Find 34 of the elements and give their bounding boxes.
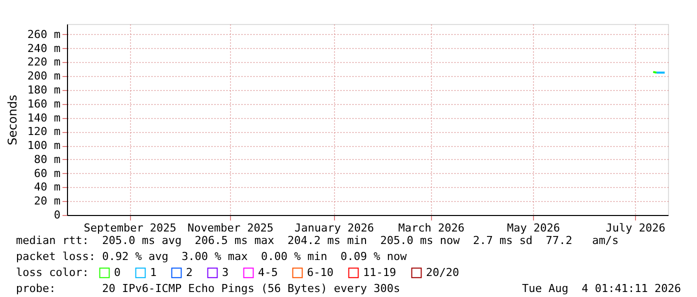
legend-label: 4-5	[258, 266, 278, 279]
y-tick-label: 120 m	[27, 125, 61, 138]
y-tick-label: 20 m	[34, 194, 61, 208]
text: packet loss: 0.92 % avg 3.00 % max 0.00 % min 0.09 % now	[16, 250, 408, 263]
y-tick-label: 220 m	[27, 56, 61, 69]
legend-label: 20/20	[426, 266, 460, 279]
y-tick-label: 140 m	[27, 111, 61, 124]
x-tick-label: November 2025	[187, 222, 274, 234]
text: probe: 20 IPv6-ICMP Echo Pings (56 Bytes) every 300s	[16, 282, 400, 295]
legend-label: 2	[186, 266, 193, 279]
y-tick-label: 80 m	[34, 152, 61, 166]
x-tick-label: July 2026	[606, 222, 666, 234]
text: Tue Aug 4 01:41:11 2026	[522, 282, 681, 295]
y-tick-label: 0	[54, 208, 60, 222]
x-tick-label: September 2025	[84, 222, 176, 234]
y-tick-label: 160 m	[27, 97, 61, 110]
legend-title: loss color:	[16, 266, 89, 279]
y-tick-label: 100 m	[27, 139, 61, 152]
y-tick-label: 240 m	[27, 42, 61, 55]
y-tick-label: 260 m	[27, 28, 61, 41]
x-tick-label: January 2026	[294, 222, 374, 234]
legend-label: 3	[222, 266, 229, 279]
legend-label: 6-10	[307, 266, 334, 279]
x-tick-label: May 2026	[506, 222, 560, 234]
legend-label: 11-19	[363, 266, 396, 279]
legend-label: 0	[114, 266, 121, 279]
legend-label: 1	[150, 266, 157, 279]
y-tick-label: 200 m	[27, 70, 61, 83]
text: median rtt: 205.0 ms avg 206.5 ms max 204.2 ms min 205.0 ms now 2.7 ms sd 77.2 am/s	[16, 234, 619, 247]
y-tick-label: 40 m	[34, 180, 61, 194]
x-tick-label: March 2026	[398, 222, 465, 234]
y-axis-title: Seconds	[5, 94, 20, 146]
y-tick-label: 60 m	[34, 166, 61, 180]
y-tick-label: 180 m	[27, 83, 61, 96]
